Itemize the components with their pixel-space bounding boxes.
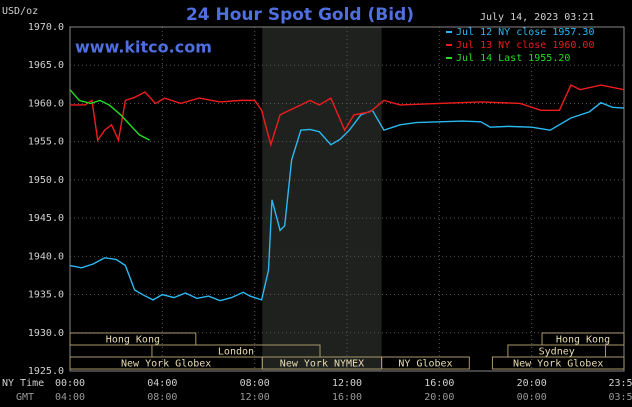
y-tick-label: 1950.0 xyxy=(28,175,64,186)
x-tick-label: 00:00 xyxy=(55,378,85,389)
legend-label: Jul 13 NY close 1960.00 xyxy=(456,40,594,51)
y-tick-label: 1935.0 xyxy=(28,290,64,301)
watermark: www.kitco.com xyxy=(75,38,212,57)
x-tick-label: 08:00 xyxy=(240,378,270,389)
session-label: Hong Kong xyxy=(106,335,160,346)
session-label: Hong Kong xyxy=(556,335,610,346)
session-box xyxy=(491,356,625,370)
plot-frame xyxy=(69,26,625,372)
x-tick-label: 23:59 xyxy=(608,378,632,389)
y-tick-label: 1955.0 xyxy=(28,137,64,148)
x2-tick-label: 08:00 xyxy=(147,392,177,403)
session-label: Sydney xyxy=(539,347,575,358)
session-box xyxy=(381,356,470,370)
y-tick-label: 1930.0 xyxy=(28,328,64,339)
price-line xyxy=(69,89,150,141)
y-tick-label: 1945.0 xyxy=(28,213,64,224)
x-tick-label: 20:00 xyxy=(517,378,547,389)
legend-label: Jul 12 NY close 1957.30 xyxy=(456,27,594,38)
y-tick-label: 1940.0 xyxy=(28,251,64,262)
x2-tick-label: 20:00 xyxy=(424,392,454,403)
legend-label: Jul 14 Last 1955.20 xyxy=(456,53,570,64)
x2-tick-label: 16:00 xyxy=(332,392,362,403)
x2-tick-label: 04:00 xyxy=(55,392,85,403)
x-tick-label: 04:00 xyxy=(147,378,177,389)
x-tick-label: 12:00 xyxy=(332,378,362,389)
unit-label: USD/oz xyxy=(2,6,38,17)
y-tick-label: 1960.0 xyxy=(28,98,64,109)
session-label: London xyxy=(218,347,254,358)
y-tick-label: 1970.0 xyxy=(28,22,64,33)
x2-tick-label: 00:00 xyxy=(517,392,547,403)
session-label: New York NYMEX xyxy=(280,359,364,370)
price-line xyxy=(69,101,625,302)
x2-tick-label: 12:00 xyxy=(240,392,270,403)
session-label: New York Globex xyxy=(513,359,603,370)
price-line xyxy=(70,84,625,148)
x2-axis-label: GMT xyxy=(16,392,34,403)
session-label: NY Globex xyxy=(398,359,452,370)
x-tick-label: 16:00 xyxy=(424,378,454,389)
session-box xyxy=(69,332,197,346)
y-tick-label: 1925.0 xyxy=(28,366,64,377)
chart-title: 24 Hour Spot Gold (Bid) xyxy=(186,5,414,25)
x-axis-label: NY Time xyxy=(2,378,44,389)
x2-tick-label: 03:59 xyxy=(608,392,632,403)
timestamp: July 14, 2023 03:21 xyxy=(480,12,594,23)
session-label: New York Globex xyxy=(121,359,211,370)
y-tick-label: 1965.0 xyxy=(28,60,64,71)
shaded-session xyxy=(262,27,382,371)
